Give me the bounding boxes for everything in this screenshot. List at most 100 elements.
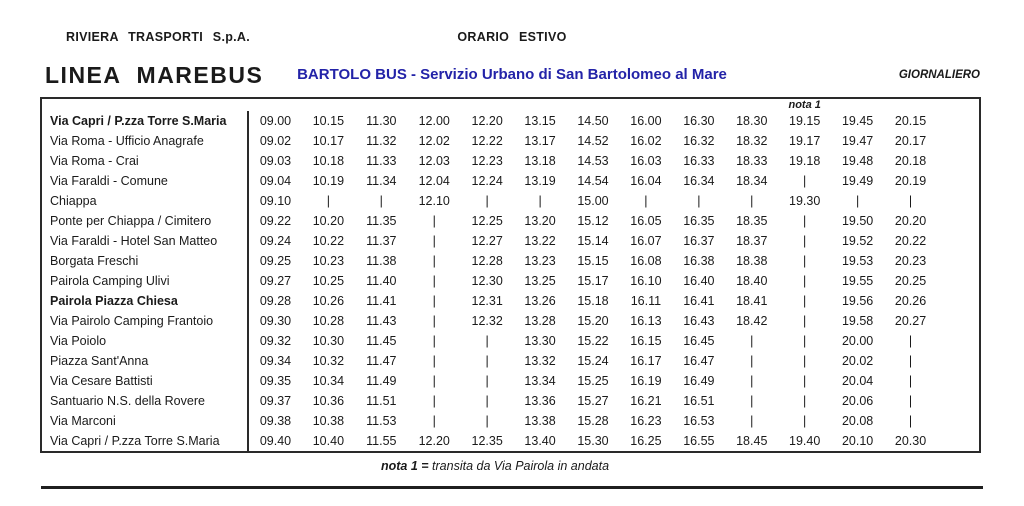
stop-name: Piazza Sant'Anna bbox=[50, 354, 149, 368]
time-cell: 10.26 bbox=[312, 294, 345, 308]
stop-name: Via Capri / P.zza Torre S.Maria bbox=[50, 434, 220, 448]
time-row: 09.22 10.20 11.35 | 12.25 13.20 15.12 16.05 16.3… bbox=[249, 211, 937, 231]
time-cell: 20.17 bbox=[894, 134, 927, 148]
time-cell: 16.08 bbox=[630, 254, 662, 268]
time-cell: 19.50 bbox=[841, 214, 874, 228]
stop-name: Via Capri / P.zza Torre S.Maria bbox=[50, 114, 227, 128]
time-cell: 18.37 bbox=[736, 234, 768, 248]
time-cell: | bbox=[432, 294, 436, 308]
time-cell: 20.04 bbox=[841, 374, 874, 388]
time-cell: | bbox=[485, 334, 489, 348]
time-cell: 16.04 bbox=[630, 174, 662, 188]
time-cell: 13.26 bbox=[524, 294, 556, 308]
time-cell: 12.35 bbox=[471, 434, 503, 448]
time-cell: 11.53 bbox=[366, 414, 397, 428]
time-cell: 15.00 bbox=[577, 194, 609, 208]
time-cell: 10.22 bbox=[312, 234, 345, 248]
time-cell: 13.36 bbox=[524, 394, 556, 408]
time-cell: 16.17 bbox=[630, 354, 662, 368]
stop-name: Pairola Piazza Chiesa bbox=[50, 294, 178, 308]
time-cell: | bbox=[432, 394, 436, 408]
time-row: 09.35 10.34 11.49 | | 13.34 15.25 16.19 16.49 | | 2… bbox=[249, 371, 937, 391]
time-cell: 16.05 bbox=[630, 214, 662, 228]
time-cell: 09.03 bbox=[259, 154, 292, 168]
time-cell: 12.03 bbox=[418, 154, 450, 168]
time-cell: 18.35 bbox=[736, 214, 768, 228]
time-cell: 15.18 bbox=[577, 294, 609, 308]
time-cell: 13.19 bbox=[524, 174, 556, 188]
time-cell: 11.51 bbox=[366, 394, 397, 408]
time-cell: 20.00 bbox=[841, 334, 874, 348]
time-cell: 16.34 bbox=[683, 174, 715, 188]
stop-name: Via Roma - Crai bbox=[50, 154, 139, 168]
time-cell: | bbox=[803, 354, 807, 368]
time-cell: 09.35 bbox=[259, 374, 292, 388]
time-cell: 09.24 bbox=[259, 234, 292, 248]
time-row: 09.34 10.32 11.47 | | 13.32 15.24 16.17 16.47 | | 2… bbox=[249, 351, 937, 371]
time-cell: 15.24 bbox=[577, 354, 609, 368]
time-cell: 15.27 bbox=[577, 394, 609, 408]
time-cell: 12.00 bbox=[418, 114, 450, 128]
stop-name: Chiappa bbox=[50, 194, 97, 208]
time-cell: 19.53 bbox=[841, 254, 874, 268]
table-body: Via Capri / P.zza Torre S.Maria Via Roma … bbox=[42, 111, 979, 451]
time-cell: 12.30 bbox=[471, 274, 503, 288]
time-cell: | bbox=[432, 314, 436, 328]
time-cell: | bbox=[803, 274, 807, 288]
time-cell: 16.40 bbox=[683, 274, 715, 288]
time-cell: | bbox=[908, 194, 913, 208]
time-cell: 20.23 bbox=[894, 254, 927, 268]
time-cell: | bbox=[803, 334, 807, 348]
time-cell: 11.55 bbox=[366, 434, 397, 448]
time-cell: 09.27 bbox=[259, 274, 292, 288]
route-title: BARTOLO BUS - Servizio Urbano di San Bar… bbox=[297, 66, 727, 83]
time-cell: 19.15 bbox=[789, 114, 821, 128]
time-cell: 09.25 bbox=[259, 254, 292, 268]
times-columns: 09.00 10.15 11.30 12.00 12.20 13.15 14.50 16.00… bbox=[249, 111, 979, 451]
time-cell: 19.45 bbox=[841, 114, 874, 128]
time-cell: 16.38 bbox=[683, 254, 715, 268]
stop-name: Via Cesare Battisti bbox=[50, 374, 153, 388]
time-cell: 09.32 bbox=[259, 334, 292, 348]
time-cell: 09.00 bbox=[259, 114, 292, 128]
time-cell: | bbox=[750, 374, 754, 388]
time-row: 09.24 10.22 11.37 | 12.27 13.22 15.14 16.07 16.3… bbox=[249, 231, 937, 251]
time-cell: 09.30 bbox=[259, 314, 292, 328]
bottom-divider-line bbox=[41, 486, 983, 489]
time-cell: 13.30 bbox=[524, 334, 556, 348]
time-cell: 15.20 bbox=[577, 314, 609, 328]
time-cell: 10.38 bbox=[312, 414, 345, 428]
time-cell: | bbox=[803, 394, 807, 408]
time-cell: | bbox=[485, 394, 489, 408]
time-cell: 10.30 bbox=[312, 334, 345, 348]
stop-name: Via Pairolo Camping Frantoio bbox=[50, 314, 214, 328]
time-cell: 16.43 bbox=[683, 314, 715, 328]
time-cell: 12.28 bbox=[471, 254, 503, 268]
timetable-table: nota 1 Via Capri / P.zza Torre S.Maria Vi… bbox=[40, 97, 981, 453]
time-cell: 09.37 bbox=[259, 394, 292, 408]
time-cell: 15.28 bbox=[577, 414, 609, 428]
time-cell: 19.30 bbox=[789, 194, 821, 208]
time-row: 09.28 10.26 11.41 | 12.31 13.26 15.18 16.11 16.4… bbox=[249, 291, 937, 311]
time-row: 09.00 10.15 11.30 12.00 12.20 13.15 14.50 16.00… bbox=[249, 111, 937, 131]
time-row: 09.02 10.17 11.32 12.02 12.22 13.17 14.52 16.02… bbox=[249, 131, 937, 151]
time-cell: 20.10 bbox=[841, 434, 874, 448]
frequency-label: GIORNALIERO bbox=[898, 69, 980, 81]
time-cell: 13.22 bbox=[524, 234, 556, 248]
time-cell: 19.52 bbox=[841, 234, 874, 248]
time-cell: 16.53 bbox=[683, 414, 715, 428]
time-row: 09.30 10.28 11.43 | 12.32 13.28 15.20 16.13 16.4… bbox=[249, 311, 937, 331]
time-cell: 11.49 bbox=[366, 374, 397, 388]
time-cell: 16.32 bbox=[683, 134, 715, 148]
time-row: 09.04 10.19 11.34 12.04 12.24 13.19 14.54 16.04… bbox=[249, 171, 937, 191]
time-cell: 14.53 bbox=[577, 154, 609, 168]
time-cell: 16.19 bbox=[630, 374, 662, 388]
stop-name: Borgata Freschi bbox=[50, 254, 139, 268]
time-cell: 19.58 bbox=[841, 314, 874, 328]
time-cell: | bbox=[326, 194, 330, 208]
time-cell: 18.40 bbox=[736, 274, 768, 288]
time-cell: 13.38 bbox=[524, 414, 556, 428]
time-cell: 18.32 bbox=[736, 134, 768, 148]
time-cell: 18.34 bbox=[736, 174, 768, 188]
